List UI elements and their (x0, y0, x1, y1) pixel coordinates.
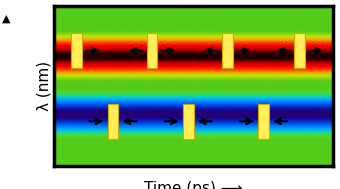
Bar (258, 104, 269, 139)
Text: Time (ps) ⟶: Time (ps) ⟶ (144, 181, 243, 189)
Bar (71, 33, 82, 68)
Bar (183, 104, 193, 139)
Y-axis label: λ (nm): λ (nm) (37, 61, 52, 111)
Text: ▲: ▲ (2, 13, 10, 23)
Bar (108, 104, 118, 139)
Bar (222, 33, 233, 68)
Bar (294, 33, 305, 68)
Bar (147, 33, 157, 68)
